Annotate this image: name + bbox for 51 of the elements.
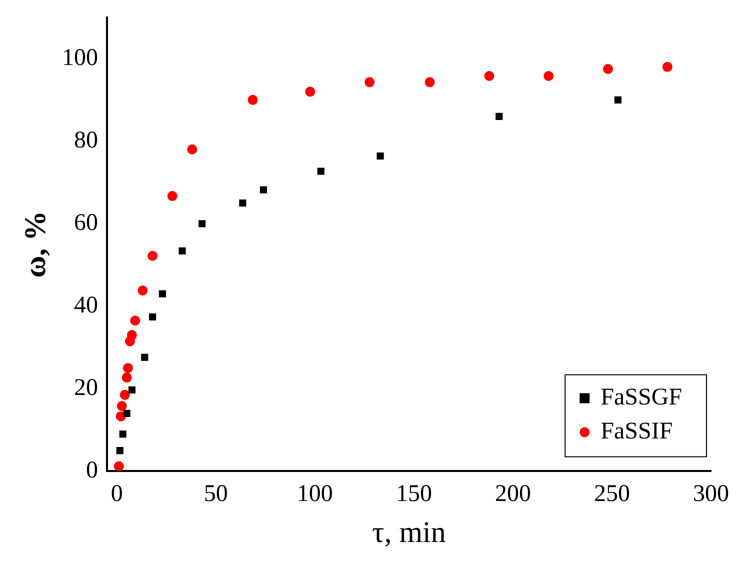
y-axis-title: ω, % (18, 210, 52, 278)
point (424, 77, 435, 88)
y-tick-label: 20 (74, 374, 98, 401)
y-tick-label: 40 (74, 292, 98, 318)
point (114, 461, 124, 472)
y-tick-label: 60 (74, 210, 98, 236)
point (544, 70, 554, 81)
x-tick-label: 300 (693, 480, 729, 507)
point (122, 372, 132, 383)
y-tick-label: 0 (86, 457, 98, 484)
point (123, 410, 130, 417)
point (148, 250, 158, 261)
point (158, 290, 166, 298)
point (149, 313, 156, 320)
x-axis-title: τ, min (372, 516, 446, 549)
x-tick-label: 100 (296, 480, 333, 507)
point (138, 286, 148, 296)
point (603, 64, 614, 74)
y-tick-label: 100 (62, 44, 98, 71)
point (376, 152, 384, 160)
x-tick-label: 50 (204, 480, 228, 507)
x-tick-label: 200 (494, 480, 531, 507)
point (116, 401, 127, 412)
point (178, 247, 186, 254)
point (364, 77, 375, 88)
point (248, 94, 258, 105)
x-tick-label: 250 (594, 480, 630, 507)
legend-label: FaSSIF (600, 418, 673, 444)
point (119, 430, 126, 438)
point (141, 354, 148, 361)
point (614, 96, 622, 104)
point (128, 386, 136, 394)
point (130, 316, 140, 326)
point (496, 112, 503, 120)
point (120, 390, 130, 400)
point (126, 330, 137, 340)
point (662, 62, 672, 72)
x-tick-label: 0 (110, 480, 123, 507)
point (198, 220, 206, 228)
point (122, 363, 133, 374)
point (239, 200, 246, 207)
point (305, 86, 316, 97)
y-tick-label: 80 (74, 127, 98, 154)
legend-label: FaSSGF (600, 384, 682, 410)
point (260, 186, 267, 194)
point (317, 168, 324, 175)
point (116, 447, 124, 454)
x-tick-label: 150 (396, 480, 432, 507)
point (484, 70, 494, 81)
point (167, 191, 178, 202)
point (187, 144, 198, 154)
